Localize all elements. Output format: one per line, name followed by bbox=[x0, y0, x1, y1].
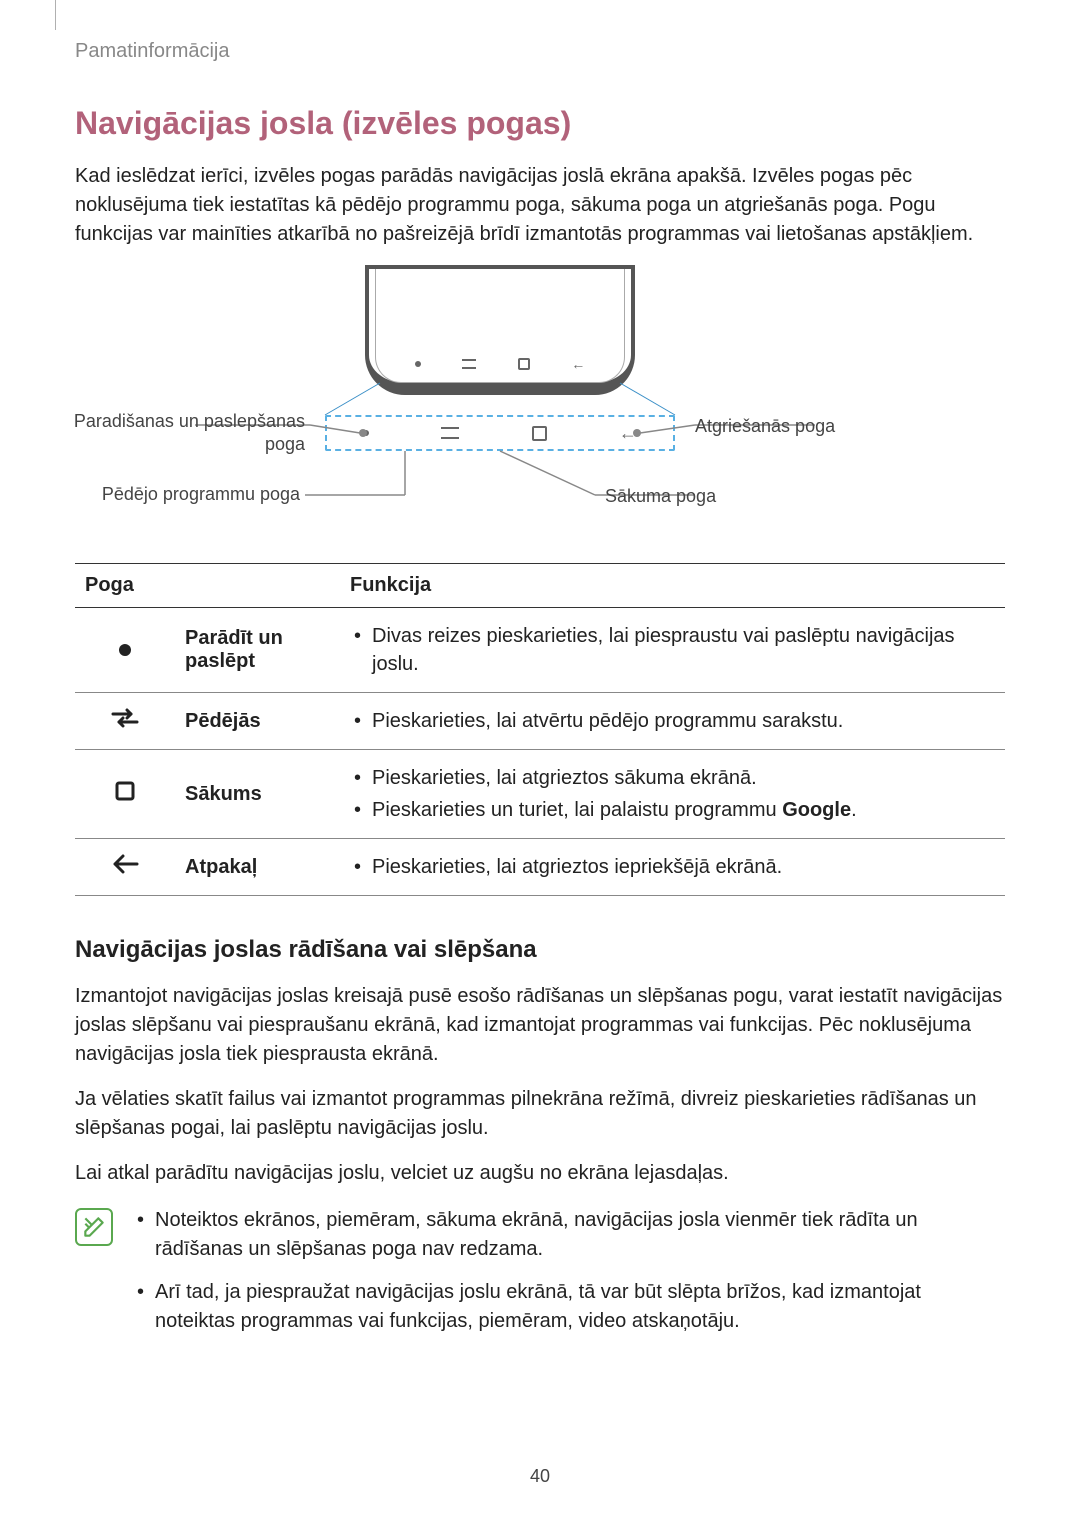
body-paragraph: Izmantojot navigācijas joslas kreisajā p… bbox=[75, 982, 1005, 1069]
margin-decoration bbox=[55, 0, 56, 30]
back-icon: ← bbox=[571, 356, 585, 372]
note-item: Noteiktos ekrānos, piemēram, sākuma ekrā… bbox=[133, 1206, 1005, 1264]
button-function: Divas reizes pieskarieties, lai piesprau… bbox=[340, 608, 1005, 693]
table-body: Parādīt un paslēptDivas reizes pieskarie… bbox=[75, 608, 1005, 896]
note-icon bbox=[75, 1208, 113, 1246]
subheading: Navigācijas joslas rādīšana vai slēpšana bbox=[75, 936, 1005, 964]
button-name: Pēdējās bbox=[175, 693, 340, 750]
enlarged-nav-bar: ← bbox=[325, 415, 675, 451]
body-paragraph: Ja vēlaties skatīt failus vai izmantot p… bbox=[75, 1085, 1005, 1143]
table-header-row: Poga Funkcija bbox=[75, 564, 1005, 608]
body-paragraph: Lai atkal parādītu navigācijas joslu, ve… bbox=[75, 1159, 1005, 1188]
button-function: Pieskarieties, lai atgrieztos sākuma ekr… bbox=[340, 750, 1005, 839]
recents-icon bbox=[462, 359, 476, 369]
note-block: Noteiktos ekrānos, piemēram, sākuma ekrā… bbox=[75, 1206, 1005, 1350]
home-icon bbox=[75, 750, 175, 839]
page-number: 40 bbox=[0, 1466, 1080, 1487]
function-item: Divas reizes pieskarieties, lai piesprau… bbox=[350, 622, 995, 678]
dot-icon bbox=[75, 608, 175, 693]
diagram-label-recents: Pēdējo programmu poga bbox=[45, 483, 300, 506]
breadcrumb: Pamatinformācija bbox=[75, 40, 230, 63]
note-pencil-icon bbox=[81, 1214, 107, 1240]
button-name: Sākums bbox=[175, 750, 340, 839]
notes-list: Noteiktos ekrānos, piemēram, sākuma ekrā… bbox=[133, 1206, 1005, 1350]
table-header-funkcija: Funkcija bbox=[340, 564, 1005, 608]
note-item: Arī tad, ja piespraužat navigācijas josl… bbox=[133, 1278, 1005, 1336]
paragraphs-container: Izmantojot navigācijas joslas kreisajā p… bbox=[75, 982, 1005, 1188]
buttons-table: Poga Funkcija Parādīt un paslēptDivas re… bbox=[75, 563, 1005, 896]
back-icon: ← bbox=[619, 423, 637, 444]
navigation-bar-diagram: ← ← bbox=[75, 265, 1005, 545]
diagram-label-back: Atgriešanās poga bbox=[695, 415, 955, 438]
recents-icon bbox=[441, 427, 459, 439]
button-function: Pieskarieties, lai atgrieztos iepriekšēj… bbox=[340, 839, 1005, 896]
diagram-label-home: Sākuma poga bbox=[605, 485, 865, 508]
home-icon bbox=[532, 426, 547, 441]
function-item: Pieskarieties, lai atgrieztos sākuma ekr… bbox=[350, 764, 995, 792]
section-title: Navigācijas josla (izvēles pogas) bbox=[75, 105, 1005, 142]
dot-icon bbox=[415, 361, 421, 367]
function-item: Pieskarieties un turiet, lai palaistu pr… bbox=[350, 796, 995, 824]
phone-outline: ← bbox=[365, 265, 635, 395]
dot-icon bbox=[363, 430, 369, 436]
button-name: Parādīt un paslēpt bbox=[175, 608, 340, 693]
recents-icon bbox=[75, 693, 175, 750]
page-content: Navigācijas josla (izvēles pogas) Kad ie… bbox=[75, 105, 1005, 1350]
table-header-poga: Poga bbox=[75, 564, 340, 608]
table-row: Pēdējās Pieskarieties, lai atvērtu pēdējo… bbox=[75, 693, 1005, 750]
function-item: Pieskarieties, lai atvērtu pēdējo progra… bbox=[350, 707, 995, 735]
table-row: Parādīt un paslēptDivas reizes pieskarie… bbox=[75, 608, 1005, 693]
table-row: Sākums Pieskarieties, lai atgrieztos sāku… bbox=[75, 750, 1005, 839]
diagram-label-show-hide: Paradišanas un paslepšanas poga bbox=[45, 410, 305, 457]
function-item: Pieskarieties, lai atgrieztos iepriekšēj… bbox=[350, 853, 995, 881]
intro-paragraph: Kad ieslēdzat ierīci, izvēles pogas parā… bbox=[75, 162, 1005, 249]
button-name: Atpakaļ bbox=[175, 839, 340, 896]
button-function: Pieskarieties, lai atvērtu pēdējo progra… bbox=[340, 693, 1005, 750]
back-icon bbox=[75, 839, 175, 896]
home-icon bbox=[518, 358, 530, 370]
table-row: Atpakaļ Pieskarieties, lai atgrieztos iep… bbox=[75, 839, 1005, 896]
